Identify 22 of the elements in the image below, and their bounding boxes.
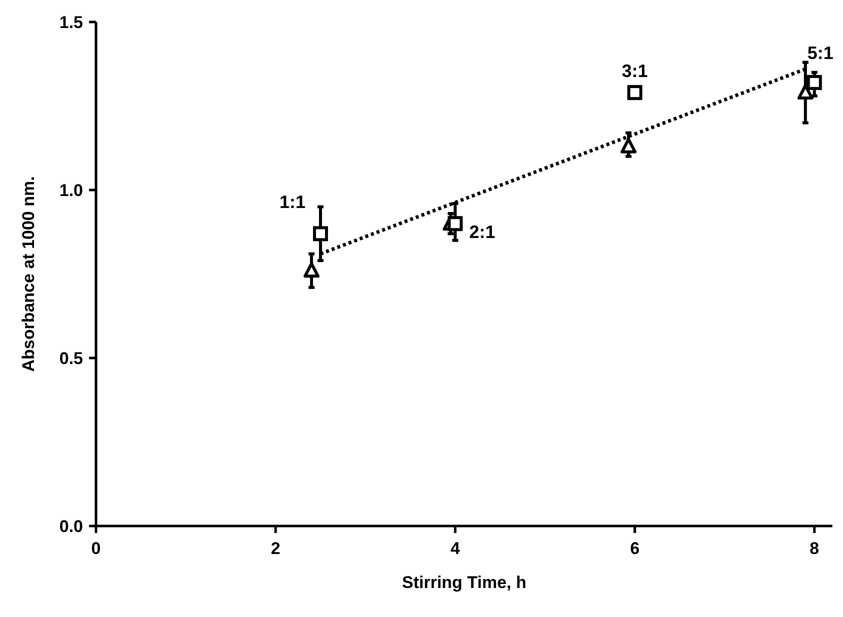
x-axis-title: Stirring Time, h <box>402 573 526 592</box>
annotation: 1:1 <box>279 192 306 212</box>
annotation: 5:1 <box>807 42 834 63</box>
point <box>448 216 463 232</box>
point <box>797 84 814 100</box>
y-tick-label: 1.0 <box>59 180 83 200</box>
point <box>627 85 642 100</box>
x-tick-label: 0 <box>91 539 101 558</box>
y-tick-label: 0.0 <box>59 516 83 536</box>
annotation: 3:1 <box>622 60 648 81</box>
x-tick-label: 8 <box>810 539 820 558</box>
point <box>313 226 328 242</box>
point <box>806 74 822 90</box>
x-tick-label: 4 <box>450 539 460 558</box>
point <box>620 138 637 154</box>
point <box>304 262 320 278</box>
x-tick-label: 6 <box>630 539 640 558</box>
y-axis-title: Absorbance at 1000 nm. <box>19 176 38 372</box>
y-tick-label: 1.5 <box>59 12 83 32</box>
x-tick-label: 2 <box>270 539 280 558</box>
y-tick-label: 0.5 <box>59 348 83 368</box>
annotation: 2:1 <box>469 222 496 242</box>
